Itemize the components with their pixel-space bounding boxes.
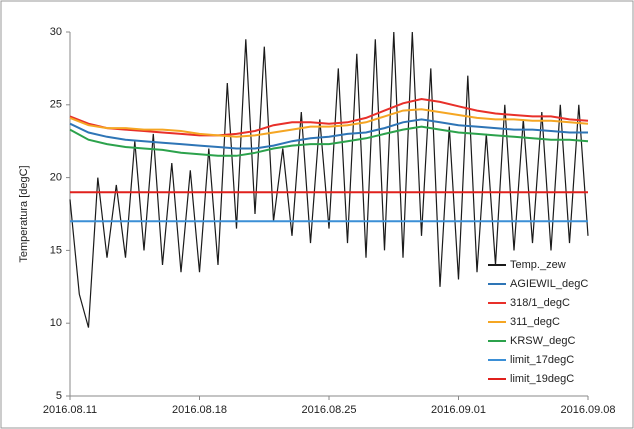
legend-label: 311_degC [510,316,560,328]
series-line [69,118,588,150]
x-tick-label: 2016.08.18 [172,404,227,416]
y-axis-label: Temperatura [degC] [18,165,30,262]
legend-label: limit_17degC [510,354,574,366]
x-tick-label: 2016.09.08 [560,404,615,416]
y-tick-label: 30 [50,26,62,38]
legend-label: Temp._zew [510,259,566,271]
x-tick-label: 2016.08.11 [43,404,97,416]
y-tick-label: 10 [50,317,62,329]
series-line [69,31,589,328]
y-tick-label: 25 [50,99,62,111]
legend-label: 318/1_degC [510,297,570,309]
legend-label: AGIEWIL_degC [510,278,588,290]
series-line [69,125,589,157]
y-tick-label: 20 [50,172,62,184]
y-tick-label: 15 [50,244,62,256]
x-tick-label: 2016.08.25 [301,404,356,416]
legend-label: limit_19degC [510,373,574,385]
series-line [69,108,589,138]
legend-label: KRSW_degC [510,335,575,347]
series-line [69,97,589,137]
x-tick-label: 2016.09.01 [431,404,486,416]
y-tick-label: 5 [56,390,62,402]
